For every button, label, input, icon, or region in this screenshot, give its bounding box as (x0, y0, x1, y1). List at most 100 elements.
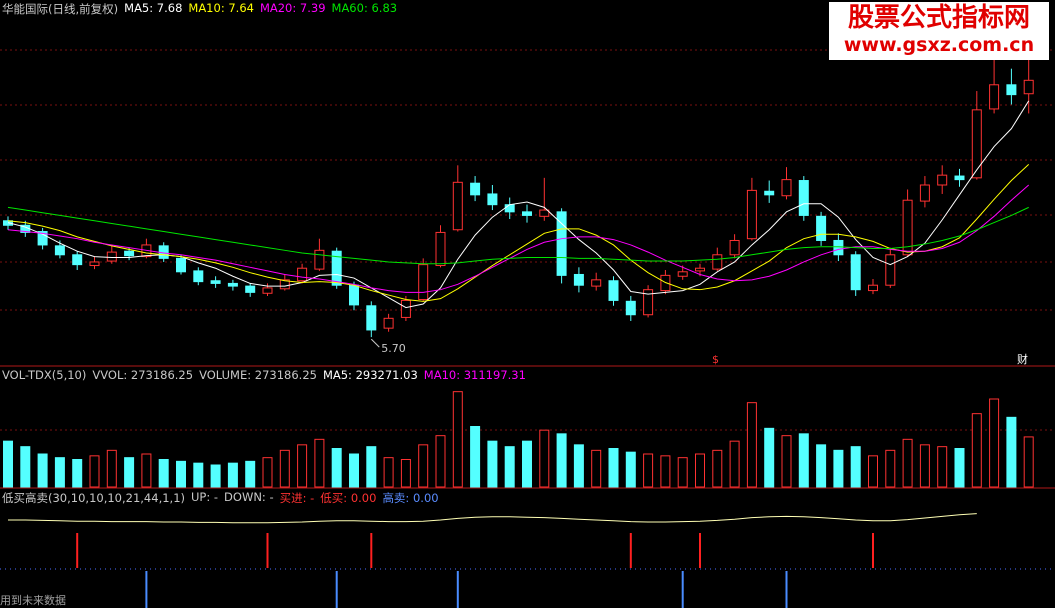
volume-bar (400, 459, 411, 488)
candle-body (816, 215, 827, 241)
layout (0, 49, 1055, 570)
candle-body (504, 204, 515, 213)
ma-label: MA10: 7.64 (188, 1, 254, 15)
candle-body (452, 181, 463, 231)
volume-label: VOLUME: 273186.25 (199, 368, 317, 382)
watermark: 股票公式指标网 www.gsxz.com.cn (829, 2, 1049, 60)
volume-bar (919, 444, 930, 488)
candle-body (937, 174, 948, 186)
volume-header: VOL-TDX(5,10) VVOL: 273186.25 VOLUME: 2731… (2, 368, 526, 382)
volume-bar (591, 449, 602, 488)
event-marker: $ (712, 353, 719, 366)
watermark-title: 股票公式指标网 (847, 3, 1030, 33)
candle-body (124, 250, 135, 257)
candle-body (1023, 79, 1034, 95)
volume-label: VVOL: 273186.25 (92, 368, 194, 382)
candle-body (72, 254, 83, 266)
volume-bar (989, 398, 1000, 488)
candle-body (262, 287, 273, 294)
candle-body (1006, 84, 1017, 96)
candle-body (850, 254, 861, 291)
volume-bar (695, 453, 705, 488)
volume-bar (798, 433, 809, 488)
candle-body (176, 257, 186, 273)
volume-bar (625, 451, 636, 488)
volume-label: MA10: 311197.31 (423, 368, 526, 382)
volume-bar (573, 444, 584, 488)
price-header: 华能国际(日线,前复权) MA5: 7.68 MA10: 7.64 MA20: 7.… (2, 1, 397, 17)
volume-bar (452, 391, 463, 488)
volume-bar (314, 438, 325, 488)
volume-bar (54, 457, 65, 488)
candle-body (366, 305, 377, 331)
candle-body (435, 231, 446, 267)
candle-body (314, 249, 325, 270)
candle-body (712, 254, 723, 270)
candle-body (643, 289, 654, 316)
volume-bar (660, 455, 671, 488)
volume-bar (383, 457, 394, 488)
chart-title: 华能国际(日线,前复权) (2, 2, 119, 16)
volume-bar (210, 464, 221, 488)
volume-bar (816, 444, 827, 488)
event-marker: 财 (1017, 352, 1028, 366)
candle-body (885, 254, 896, 286)
volume-bar (1023, 436, 1034, 488)
indicator-label: 低买高卖(30,10,10,10,21,44,1,1) (2, 491, 185, 505)
indicator-label: 高卖: 0.00 (382, 491, 439, 505)
volume-bar (72, 459, 83, 488)
volume-bar (868, 455, 878, 488)
volume-bar (297, 444, 308, 488)
candle-body (902, 199, 913, 256)
indicator-line (8, 513, 977, 524)
candle-body (349, 284, 359, 306)
candle-body (418, 264, 429, 301)
volume-bar (971, 413, 982, 488)
volume-label: MA5: 293271.03 (322, 368, 418, 382)
indicator-label: UP: - (191, 490, 219, 504)
volume-bar (20, 446, 31, 488)
candle-body (746, 189, 757, 240)
volume-bar (643, 453, 654, 488)
candle-body (279, 279, 290, 290)
volume-bar (902, 438, 913, 488)
candle-body (556, 211, 567, 276)
volume-bar (366, 446, 377, 488)
volume-bar (729, 440, 740, 488)
candle-body (573, 273, 584, 286)
indicator-label: DOWN: - (224, 490, 274, 504)
volume-bar (435, 435, 446, 488)
candle-body (89, 261, 100, 267)
volume-bar (470, 426, 481, 488)
candle-body (989, 84, 1000, 110)
candle-body (383, 317, 394, 329)
volume-bar (37, 453, 48, 488)
ma-label: MA60: 6.83 (331, 1, 398, 15)
volume-bar (262, 457, 273, 488)
indicator-header: 低买高卖(30,10,10,10,21,44,1,1) UP: - DOWN: - 买… (2, 490, 439, 506)
volume-bar (227, 462, 238, 488)
candle-body (470, 182, 481, 196)
ma-label: MA5: 7.68 (124, 1, 183, 15)
candle-body (331, 250, 342, 286)
volume-bar (487, 440, 498, 488)
volume-bar (193, 462, 204, 488)
candle-body (245, 285, 256, 293)
indicator-label: 买进: - (279, 491, 315, 505)
volume-bar (712, 449, 723, 488)
ma-line (7, 100, 1030, 309)
volume-bar (245, 460, 256, 488)
ma-label: MA20: 7.39 (259, 1, 326, 15)
candle-body (591, 279, 602, 287)
volume-bar (677, 457, 688, 488)
volume-bar (954, 448, 965, 488)
volume-bar (1006, 416, 1017, 488)
volume-bar (418, 444, 429, 488)
ma-line (7, 184, 1030, 293)
candle-body (210, 280, 221, 284)
candle-body (106, 251, 117, 262)
volume-bar (141, 453, 152, 488)
low-label: 5.70 (381, 342, 406, 355)
